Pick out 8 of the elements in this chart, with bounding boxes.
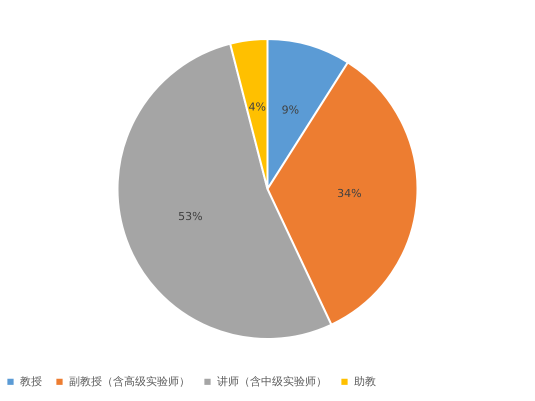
legend-label: 教授 xyxy=(20,374,42,388)
legend-label: 副教授（含高级实验师） xyxy=(69,374,190,388)
data-label: 9% xyxy=(282,103,300,116)
data-label: 34% xyxy=(337,187,362,200)
legend-label: 助教 xyxy=(354,374,376,388)
data-label: 4% xyxy=(248,100,266,114)
data-label: 53% xyxy=(178,210,203,223)
legend-label: 讲师（含中级实验师） xyxy=(217,374,327,388)
